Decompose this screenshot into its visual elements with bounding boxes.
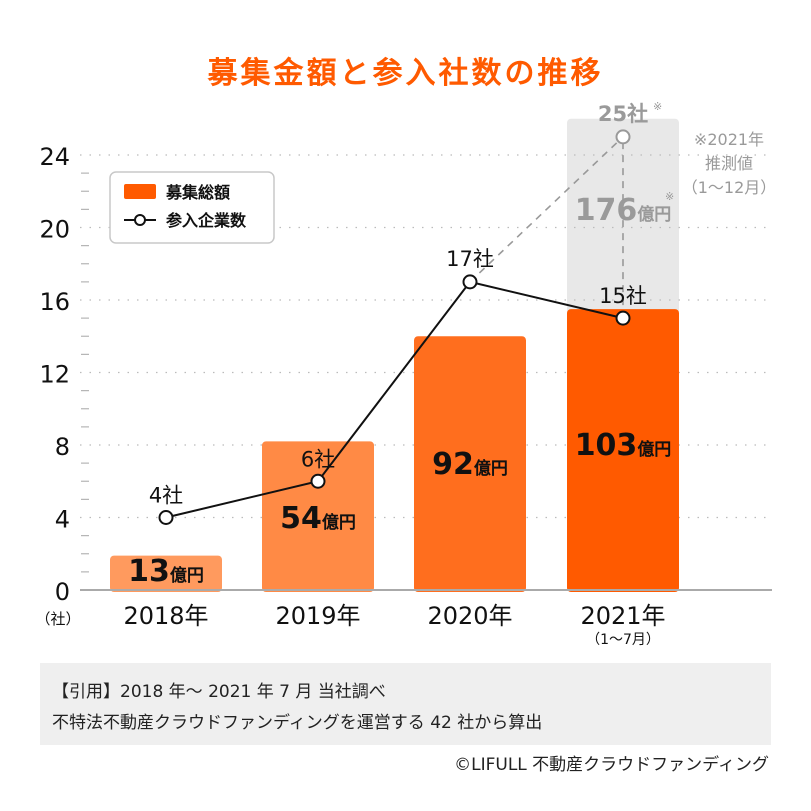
x-tick-label: 2018年 <box>123 602 208 630</box>
companies-point <box>158 510 174 525</box>
y-tick-label: 24 <box>39 143 70 171</box>
companies-point <box>462 274 478 290</box>
companies-point <box>310 473 326 489</box>
credit: ©LIFULL 不動産クラウドファンディング <box>454 755 769 775</box>
forecast-bar-label: 176億円 <box>575 193 672 228</box>
bar-2021年 <box>567 309 679 592</box>
companies-line <box>165 280 624 519</box>
y-tick-label: 8 <box>55 433 70 461</box>
bar-2018年 <box>110 555 222 592</box>
forecast-note-line: 推測値 <box>705 154 753 173</box>
forecast-bar-mark: ※ <box>665 190 674 203</box>
forecast-note-line: ※2021年 <box>694 130 764 149</box>
y-tick-label: 16 <box>39 288 70 316</box>
companies-value-label: 17社 <box>446 247 494 271</box>
bar-value-label: 92億円 <box>432 447 508 482</box>
citation-box: 【引用】2018 年〜 2021 年 7 月 当社調べ 不特法不動産クラウドファ… <box>40 663 771 745</box>
y-tick-label: 20 <box>39 216 70 244</box>
forecast-note-line: （1〜12月） <box>682 178 777 197</box>
forecast-line-segment <box>469 136 624 283</box>
companies-point <box>615 310 631 326</box>
chart-title: 募集金額と参入社数の推移 <box>207 56 604 91</box>
x-tick-label: 2020年 <box>427 602 512 630</box>
forecast-companies-point <box>615 129 631 145</box>
y-unit-label: （社） <box>35 610 80 628</box>
bar-2020年 <box>414 336 526 592</box>
bar-value-label: 103億円 <box>575 428 672 463</box>
x-tick-label: 2019年 <box>275 602 360 630</box>
companies-value-label: 4社 <box>149 484 183 508</box>
forecast-companies-mark: ※ <box>653 100 662 113</box>
legend-label-amount: 募集総額 <box>165 183 230 202</box>
bar-value-label: 54億円 <box>280 501 356 536</box>
bar-2019年 <box>262 441 374 592</box>
y-tick-label: 0 <box>55 578 70 606</box>
forecast-companies-label: 25社 <box>598 102 648 126</box>
x-tick-label: 2021年 <box>580 602 665 630</box>
citation-line-2: 不特法不動産クラウドファンディングを運営する 42 社から算出 <box>52 713 543 733</box>
chart-area: 0 4 8 12 16 20 24 （社） 2018年 2019年 2020年 2021年 （1〜7月）… <box>35 100 777 648</box>
y-tick-label: 12 <box>39 361 70 389</box>
bar-value-label: 13億円 <box>128 554 204 589</box>
y-tick-label: 4 <box>55 506 70 534</box>
x-tick-sublabel: （1〜7月） <box>586 632 660 648</box>
legend-marker-swatch <box>134 214 146 226</box>
legend-bar-swatch <box>124 184 156 199</box>
legend-label-companies: 参入企業数 <box>166 211 247 230</box>
companies-value-label: 6社 <box>301 447 335 471</box>
companies-value-label: 15社 <box>599 284 647 308</box>
citation-line-1: 【引用】2018 年〜 2021 年 7 月 当社調べ <box>52 682 386 702</box>
